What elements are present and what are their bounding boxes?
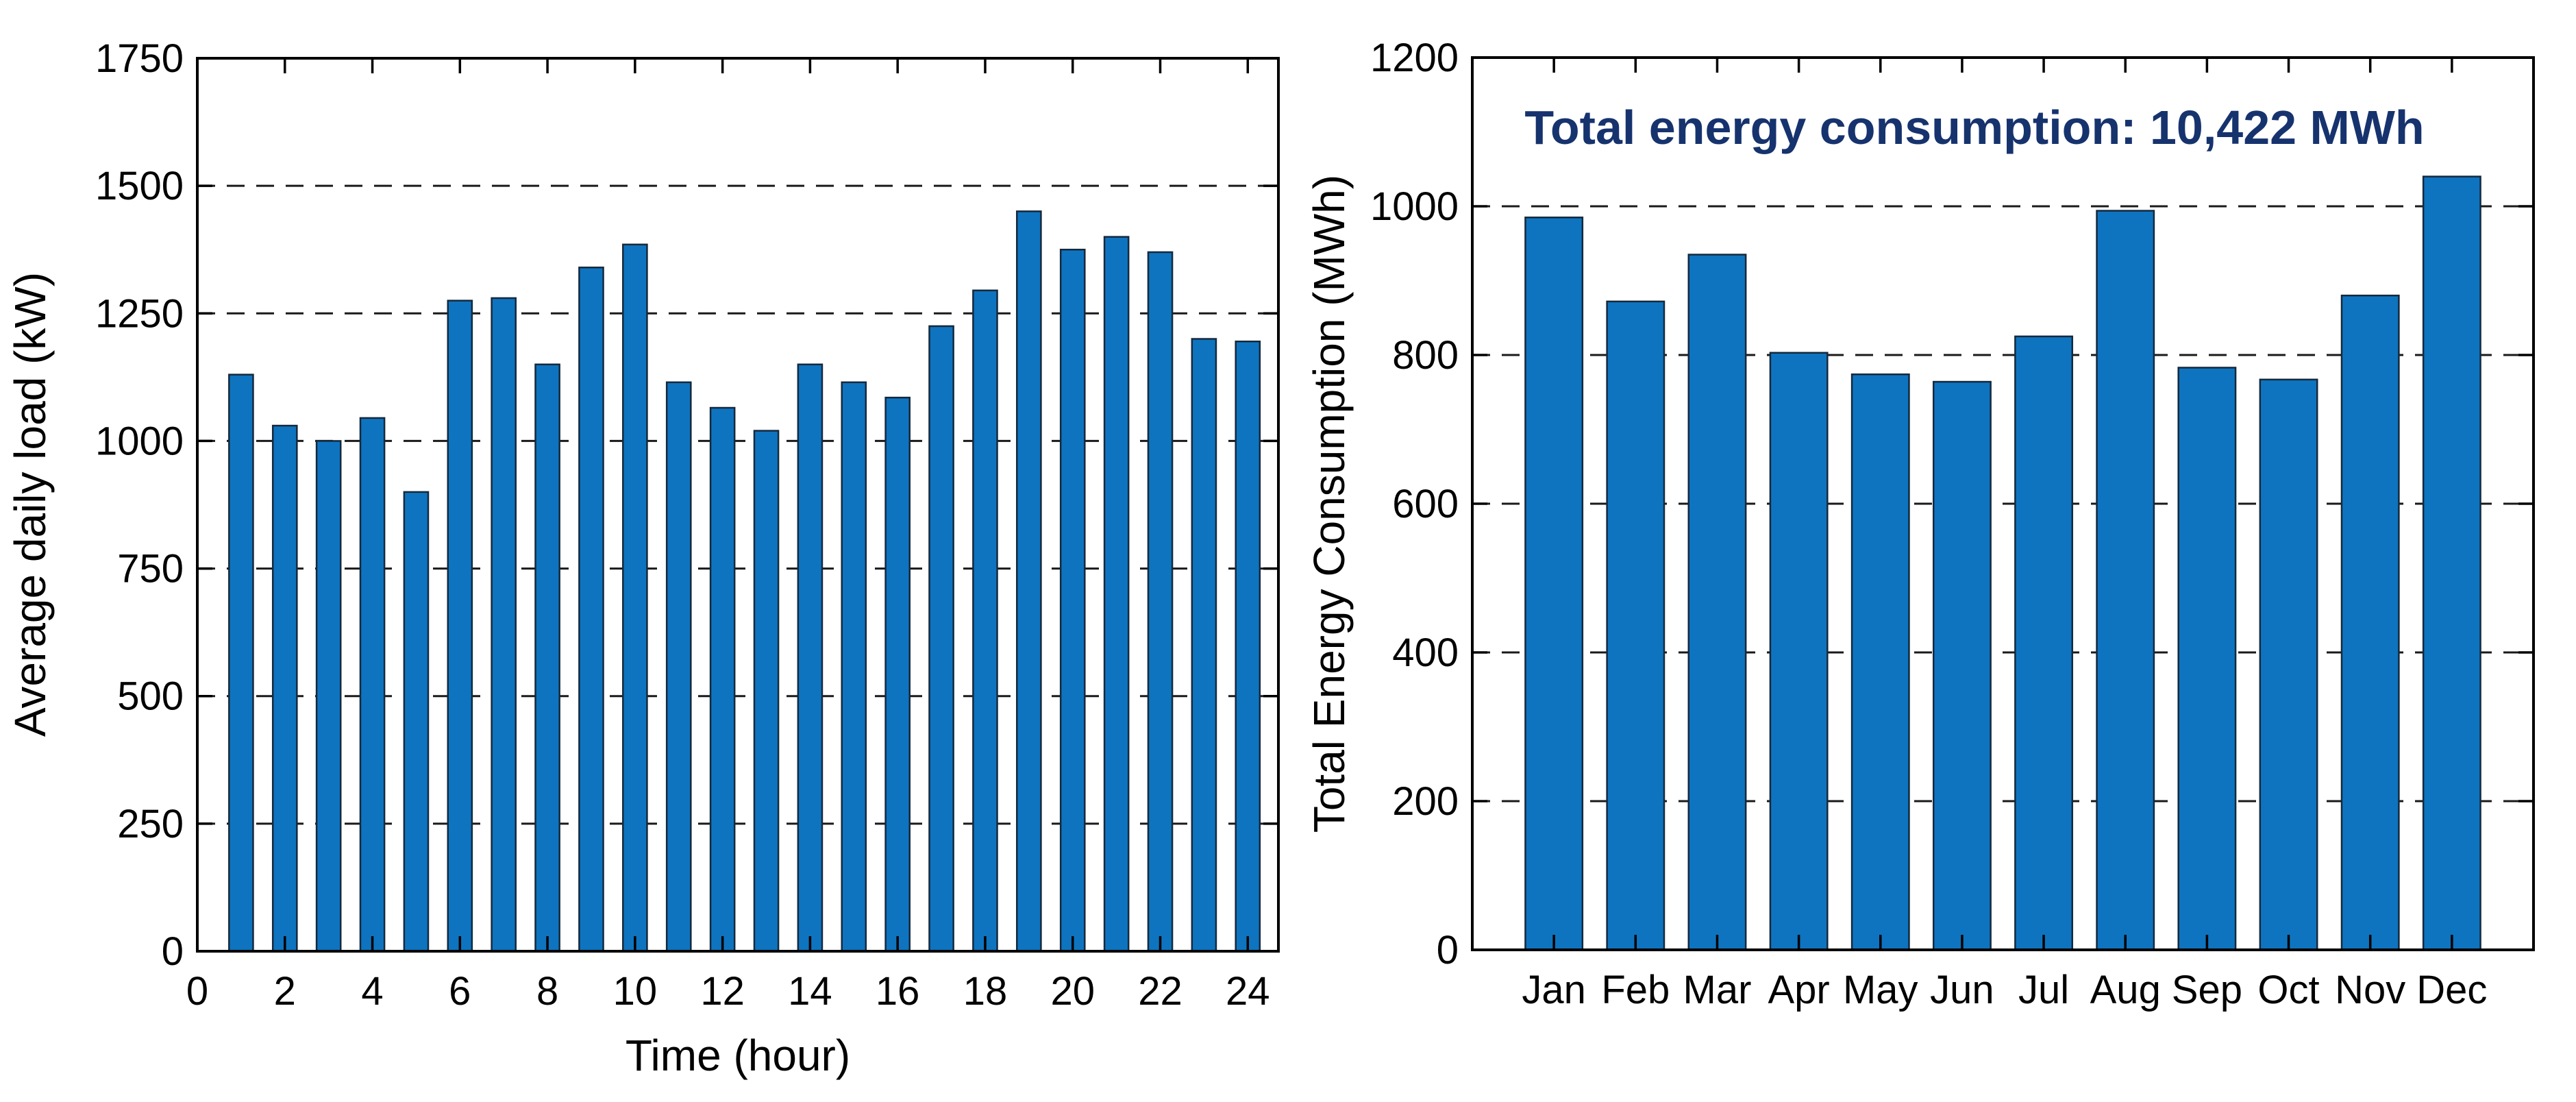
left-y-axis-label: Average daily load (kW) — [5, 272, 55, 737]
bar — [1059, 248, 1086, 953]
bar — [228, 374, 254, 953]
y-tick-label: 750 — [117, 547, 184, 591]
bar — [2014, 335, 2074, 951]
plot-box — [196, 57, 1280, 953]
bar — [578, 267, 604, 953]
bar — [797, 363, 823, 953]
y-tick-label: 1500 — [95, 164, 184, 208]
x-tick-label: Sep — [2172, 968, 2242, 1012]
x-tick-label: Nov — [2335, 968, 2405, 1012]
x-tick-label: Jun — [1930, 968, 1994, 1012]
bar — [753, 430, 780, 953]
x-tick-label: 10 — [613, 969, 658, 1014]
bar — [315, 440, 342, 953]
bar — [1850, 373, 1910, 951]
bar — [1235, 340, 1261, 953]
x-tick-label: 14 — [788, 969, 832, 1014]
y-tick-label: 800 — [1392, 333, 1459, 378]
x-tick-label: Dec — [2416, 968, 2487, 1012]
x-tick-label: Mar — [1683, 968, 1752, 1012]
x-tick-label: 24 — [1226, 969, 1270, 1014]
bar — [665, 381, 692, 953]
x-tick-label: 0 — [186, 969, 208, 1014]
y-tick-label: 500 — [117, 674, 184, 719]
bar — [1769, 352, 1829, 951]
bar — [447, 299, 473, 953]
y-tick-label: 1000 — [1370, 184, 1459, 229]
bar — [534, 363, 560, 953]
bar — [403, 491, 430, 953]
left-x-axis-label: Time (hour) — [626, 1031, 850, 1080]
x-tick-label: Oct — [2257, 968, 2319, 1012]
bar — [709, 406, 736, 953]
x-tick-label: 22 — [1138, 969, 1182, 1014]
bar — [2340, 294, 2400, 951]
bar — [491, 297, 517, 953]
bar — [1103, 236, 1130, 953]
x-tick-label: 16 — [876, 969, 920, 1014]
chart-monthly-energy: 0 200 400 600 800 1000 1200 Jan Feb Mar Apr May Jun J… — [1370, 36, 2535, 1012]
y-tick-label: 250 — [117, 802, 184, 846]
bar — [1524, 217, 1584, 951]
x-tick-label: 12 — [700, 969, 745, 1014]
y-tick-label: 400 — [1392, 630, 1459, 675]
bar — [2096, 210, 2155, 951]
y-tick-label: 1200 — [1370, 36, 1459, 80]
bar — [1606, 300, 1665, 951]
bar — [1932, 380, 1992, 951]
bar — [2422, 175, 2481, 951]
bar — [1191, 338, 1217, 953]
bar — [1147, 251, 1174, 953]
y-tick-label: 1750 — [95, 36, 184, 81]
x-tick-label: Feb — [1601, 968, 1670, 1012]
x-tick-label: Jan — [1522, 968, 1586, 1012]
x-tick-label: 20 — [1050, 969, 1095, 1014]
x-tick-label: 8 — [536, 969, 558, 1014]
x-tick-label: Jul — [2018, 968, 2069, 1012]
bar — [2259, 378, 2318, 951]
bar — [622, 243, 648, 953]
y-tick-label: 1000 — [95, 419, 184, 463]
y-tick-label: 1250 — [95, 291, 184, 336]
bar — [271, 424, 298, 953]
x-tick-label: 6 — [449, 969, 471, 1014]
x-tick-label: May — [1843, 968, 1918, 1012]
y-tick-label: 0 — [162, 929, 184, 974]
bar — [841, 381, 867, 953]
right-y-axis-label: Total Energy Consumption (MWh) — [1304, 175, 1354, 833]
bar — [1687, 254, 1747, 951]
y-tick-label: 200 — [1392, 779, 1459, 824]
y-tick-label: 0 — [1437, 928, 1459, 972]
x-tick-label: Aug — [2090, 968, 2161, 1012]
x-tick-label: 18 — [963, 969, 1008, 1014]
bar — [884, 396, 911, 953]
y-tick-label: 600 — [1392, 482, 1459, 526]
bar — [972, 289, 998, 953]
bar — [928, 325, 954, 953]
bar — [2177, 367, 2237, 951]
bar — [1016, 210, 1042, 953]
x-tick-label: 2 — [274, 969, 296, 1014]
total-energy-annotation: Total energy consumption: 10,422 MWh — [1524, 101, 2424, 154]
bar — [359, 417, 386, 953]
x-tick-label: Apr — [1768, 968, 1829, 1012]
x-tick-label: 4 — [361, 969, 383, 1014]
